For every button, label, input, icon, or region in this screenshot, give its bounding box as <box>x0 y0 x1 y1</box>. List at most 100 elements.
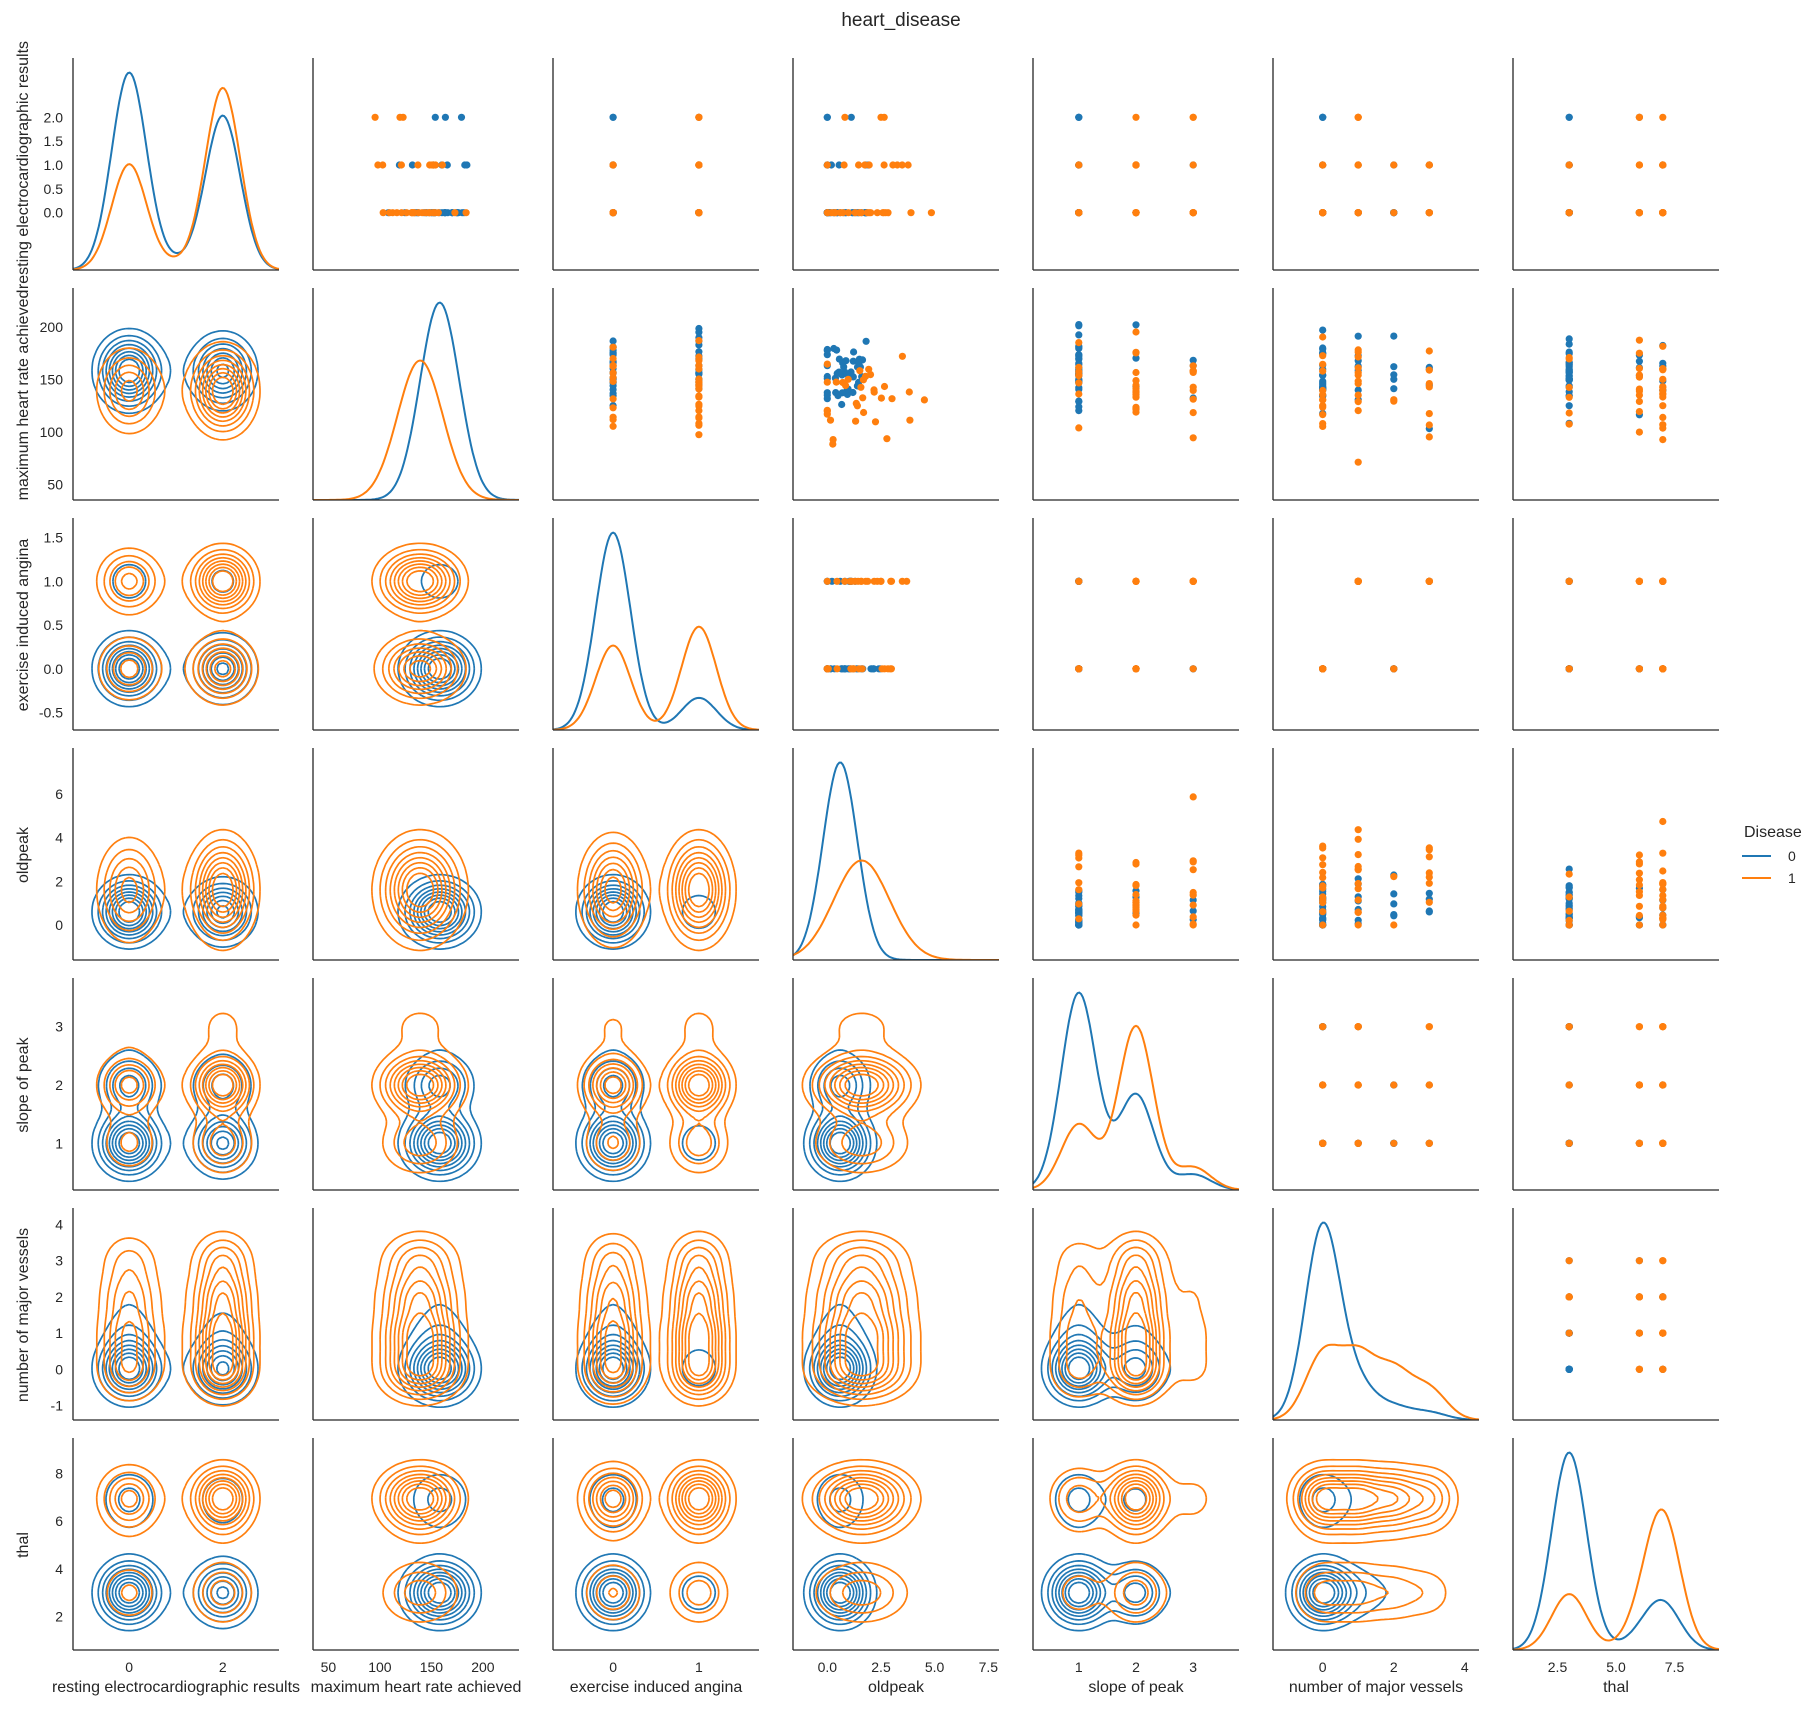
kde-contour-disease-0 <box>413 1568 467 1618</box>
kde-contour-disease-1 <box>839 1069 885 1101</box>
scatter-point-disease-1 <box>880 382 889 391</box>
y-tick-label: 200 <box>40 319 64 335</box>
kde-contour-disease-1 <box>844 1486 879 1511</box>
plot-area <box>91 1012 261 1183</box>
panel-resting-electrocardiographic-results-vs-thal <box>1512 58 1719 271</box>
scatter-point-disease-1 <box>1189 362 1197 370</box>
scatter-point-disease-1 <box>1189 367 1197 375</box>
panel-maximum-heart-rate-achieved-vs-thal <box>1512 288 1719 501</box>
kde-contour-disease-1 <box>204 367 241 414</box>
scatter-point-disease-1 <box>839 209 847 217</box>
scatter-point-disease-1 <box>1565 1329 1573 1337</box>
kde-contour-disease-0 <box>1067 1581 1091 1604</box>
kde-contour-disease-1 <box>103 1239 255 1401</box>
scatter-point-disease-1 <box>1659 665 1667 673</box>
scatter-point-disease-1 <box>1132 577 1140 585</box>
scatter-point-disease-1 <box>1635 1023 1643 1031</box>
scatter-point-disease-1 <box>1659 342 1667 350</box>
kde-contour-disease-1 <box>687 1486 710 1511</box>
scatter-point-disease-1 <box>1659 1329 1667 1337</box>
kde-contour-disease-1 <box>811 1239 912 1401</box>
kde-contour-disease-1 <box>1304 1476 1424 1522</box>
scatter-point-disease-1 <box>1132 921 1140 929</box>
scatter-point-disease-1 <box>695 161 703 169</box>
scatter-point-disease-1 <box>1425 366 1433 374</box>
kde-contour-disease-1 <box>114 1473 247 1526</box>
kde-contour-disease-1 <box>204 563 241 683</box>
scatter-point-disease-1 <box>1189 577 1197 585</box>
kde-contour-disease-0 <box>111 894 236 930</box>
scatter-point-disease-0 <box>1132 321 1140 329</box>
y-tick-label: 4 <box>55 1217 63 1233</box>
scatter-point-disease-0 <box>1565 335 1573 343</box>
scatter-point-disease-0 <box>823 113 831 121</box>
scatter-point-disease-1 <box>1390 1081 1398 1089</box>
scatter-point-disease-0 <box>838 400 846 409</box>
kde-contour-disease-1 <box>109 845 251 935</box>
kde-contour-disease-1 <box>595 1266 720 1388</box>
kde-contour-disease-1 <box>588 1469 727 1606</box>
scatter-point-disease-1 <box>1189 409 1197 417</box>
panel-resting-electrocardiographic-results-vs-exercise-induced-angina <box>552 58 759 271</box>
scatter-point-disease-0 <box>609 113 617 121</box>
scatter-point-disease-0 <box>1075 352 1083 361</box>
scatter-point-disease-1 <box>1319 411 1327 419</box>
scatter-point-disease-1 <box>1390 161 1398 169</box>
plot-area <box>371 1012 483 1183</box>
scatter-point-disease-1 <box>1075 900 1083 908</box>
kde-contour-disease-1 <box>588 845 727 935</box>
scatter-point-disease-1 <box>1635 387 1643 395</box>
kde-contour-disease-0 <box>602 1131 625 1155</box>
y-axis-label: maximum heart rate achieved <box>15 290 32 501</box>
scatter-point-disease-1 <box>826 416 835 424</box>
kde-contour-disease-1 <box>397 563 443 683</box>
plot-area <box>1040 1230 1208 1409</box>
scatter-point-disease-1 <box>438 161 446 169</box>
scatter-point-disease-1 <box>1354 896 1362 904</box>
scatter-point-disease-1 <box>863 209 872 217</box>
y-tick-label: 1 <box>55 1325 63 1341</box>
scatter-point-disease-1 <box>1132 328 1140 336</box>
scatter-point-disease-1 <box>878 665 886 673</box>
scatter-point-disease-0 <box>1390 911 1398 919</box>
kde-contour-disease-1 <box>371 1230 470 1407</box>
kde-contour-disease-1 <box>211 872 234 908</box>
scatter-point-disease-1 <box>1132 391 1140 399</box>
scatter-point-disease-1 <box>1354 371 1362 379</box>
scatter-point-disease-1 <box>833 665 841 673</box>
scatter-point-disease-1 <box>1565 383 1573 391</box>
scatter-point-disease-1 <box>1659 1365 1667 1373</box>
scatter-point-disease-1 <box>1565 1081 1573 1089</box>
scatter-point-disease-0 <box>441 209 449 217</box>
kde-contour-disease-0 <box>825 1577 855 1608</box>
kde-contour-disease-1 <box>824 1473 900 1526</box>
kde-contour-disease-1 <box>371 828 470 952</box>
kde-contour-disease-1 <box>211 1486 234 1511</box>
scatter-point-disease-0 <box>461 161 469 169</box>
scatter-point-disease-0 <box>1565 113 1573 121</box>
plot-area <box>1075 577 1197 673</box>
scatter-point-disease-1 <box>1425 1139 1433 1147</box>
panel-slope-of-peak-vs-maximum-heart-rate-achieved <box>312 978 519 1191</box>
scatter-point-disease-0 <box>1319 914 1327 922</box>
scatter-point-disease-1 <box>1132 905 1140 913</box>
kde-contour-disease-0 <box>1305 1574 1344 1611</box>
kde-contour-disease-1 <box>208 371 238 410</box>
panel-exercise-induced-angina-vs-exercise-induced-angina <box>552 518 759 731</box>
kde-curve-disease-1 <box>1513 1508 1719 1650</box>
scatter-point-disease-1 <box>1354 921 1362 929</box>
kde-contour-disease-1 <box>1300 1473 1436 1526</box>
kde-contour-disease-1 <box>599 1280 717 1385</box>
scatter-point-disease-0 <box>431 113 439 121</box>
scatter-point-disease-1 <box>1075 849 1083 857</box>
scatter-point-disease-1 <box>1425 873 1433 881</box>
scatter-point-disease-1 <box>1319 899 1327 907</box>
scatter-point-disease-1 <box>695 382 703 390</box>
scatter-point-disease-1 <box>848 577 856 585</box>
kde-contour-disease-0 <box>416 1120 463 1165</box>
scatter-point-disease-1 <box>1635 364 1643 372</box>
kde-contour-disease-1 <box>109 1246 251 1396</box>
scatter-point-disease-1 <box>870 577 878 585</box>
scatter-point-disease-1 <box>880 161 888 169</box>
kde-contour-disease-1 <box>204 1066 241 1104</box>
